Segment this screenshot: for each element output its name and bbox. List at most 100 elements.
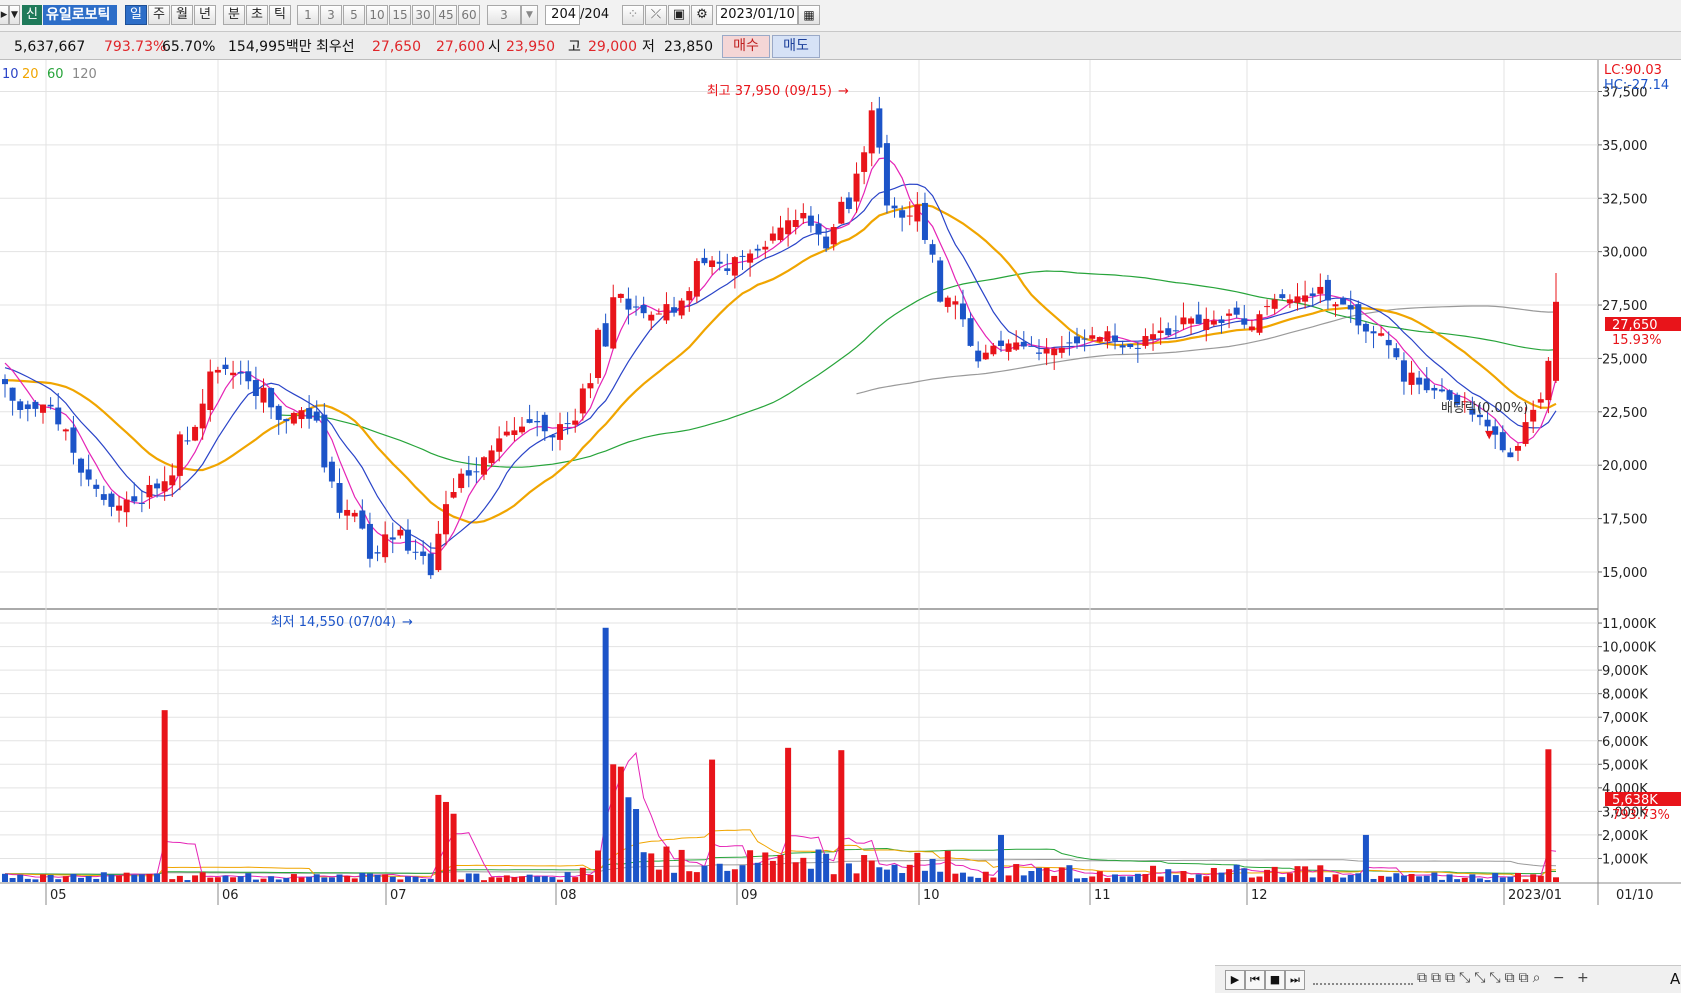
- volume-tick-label: 9,000K: [1602, 664, 1648, 679]
- volume-value: 5,637,667: [14, 39, 86, 55]
- count-dropdown-icon[interactable]: ▼: [521, 5, 538, 25]
- candle-body: [116, 505, 123, 511]
- legend-ma120: 120: [72, 67, 97, 82]
- fast-forward-icon[interactable]: ⏭: [1285, 970, 1305, 990]
- tab-tick[interactable]: 틱: [269, 5, 291, 25]
- tab-year[interactable]: 년: [194, 5, 216, 25]
- tab-second[interactable]: 초: [246, 5, 268, 25]
- dropdown-icon[interactable]: ▼: [9, 5, 20, 25]
- candle-body: [351, 512, 358, 517]
- volume-bar: [359, 872, 366, 882]
- candle-body: [1188, 318, 1195, 324]
- settings-gear-icon[interactable]: ⚙: [691, 5, 713, 25]
- volume-bar: [313, 874, 320, 882]
- month-label: 12: [1251, 888, 1268, 903]
- candle-body: [807, 215, 814, 226]
- candle-body: [541, 414, 548, 432]
- save-icon[interactable]: ▣: [668, 5, 690, 25]
- candle-body: [1309, 293, 1316, 296]
- minute-3-button[interactable]: 3: [320, 5, 342, 25]
- scroll-slider[interactable]: [1313, 975, 1413, 985]
- candle-body: [389, 537, 396, 540]
- minute-10-button[interactable]: 10: [366, 5, 388, 25]
- candle-body: [845, 197, 852, 209]
- count-input[interactable]: 3: [487, 5, 521, 25]
- play-icon[interactable]: ▶: [1225, 970, 1245, 990]
- calendar-icon[interactable]: ▦: [798, 5, 820, 25]
- candle-body: [800, 212, 807, 219]
- candle-body: [1446, 390, 1453, 400]
- tab-month[interactable]: 월: [171, 5, 193, 25]
- volume-bar: [724, 870, 731, 882]
- minute-45-button[interactable]: 45: [435, 5, 457, 25]
- volume-bar: [1438, 879, 1445, 882]
- candle-body: [686, 291, 693, 301]
- tab-minute[interactable]: 분: [223, 5, 245, 25]
- candle-body: [1484, 419, 1491, 427]
- volume-bar: [671, 872, 678, 882]
- volume-bar: [1036, 867, 1042, 882]
- range-input[interactable]: 204: [545, 5, 580, 25]
- current-price-tag: [1605, 317, 1681, 331]
- volume-bar: [1484, 880, 1491, 882]
- volume-bar: [47, 874, 54, 882]
- price-tick-label: 27,500: [1602, 299, 1648, 314]
- volume-tick-label: 7,000K: [1602, 711, 1648, 726]
- candle-body: [184, 440, 191, 442]
- volume-bar: [807, 868, 814, 882]
- price-tick-label: 22,500: [1602, 406, 1648, 421]
- candle-body: [899, 210, 906, 218]
- volume-bar: [465, 873, 472, 882]
- minute-1-button[interactable]: 1: [297, 5, 319, 25]
- compare-icon[interactable]: ⤫: [645, 5, 667, 25]
- volume-bar: [207, 877, 214, 882]
- tab-week[interactable]: 주: [148, 5, 170, 25]
- volume-bar: [55, 879, 62, 882]
- ma20-line: [4, 203, 1557, 524]
- volume-bar: [108, 874, 115, 882]
- candle-body: [663, 304, 670, 321]
- volume-bar: [655, 869, 662, 882]
- price-tick-label: 32,500: [1602, 192, 1648, 207]
- price-tick-label: 30,000: [1602, 246, 1648, 261]
- minute-60-button[interactable]: 60: [458, 5, 480, 25]
- candle-body: [1553, 301, 1559, 381]
- candle-body: [1302, 295, 1309, 302]
- volume-bar: [1051, 875, 1058, 882]
- candle-body: [237, 372, 244, 374]
- candle-body: [891, 205, 898, 209]
- volume-bar: [899, 873, 906, 882]
- volume-bar: [336, 874, 343, 882]
- rewind-icon[interactable]: ⏮: [1245, 970, 1265, 990]
- stop-icon[interactable]: ■: [1265, 970, 1285, 990]
- candlesticks: [2, 96, 1559, 579]
- candle-body: [815, 223, 822, 235]
- price-tick-label: 37,500: [1602, 85, 1648, 100]
- current-volume-tag: [1605, 792, 1681, 806]
- volume-tick-label: 6,000K: [1602, 735, 1648, 750]
- minute-5-button[interactable]: 5: [343, 5, 365, 25]
- text-tool-icon[interactable]: A: [1670, 970, 1681, 988]
- volume-bar: [1454, 879, 1461, 882]
- tool-icons[interactable]: ⧉⧉⧉⤡⤡⤡⧉⧉⌕ − +: [1417, 970, 1593, 986]
- candle-body: [1537, 399, 1544, 403]
- menu-arrow-icon[interactable]: ▸: [0, 5, 9, 25]
- volume-bar: [731, 869, 738, 882]
- annotations: 최고 37,950 (09/15) → 최저 14,550 (07/04) → …: [271, 84, 1529, 630]
- minute-15-button[interactable]: 15: [389, 5, 411, 25]
- buy-button[interactable]: 매수: [722, 35, 770, 58]
- volume-bar: [937, 871, 944, 882]
- volume-bar: [488, 877, 495, 882]
- volume-bar: [24, 878, 31, 882]
- candle-body: [701, 257, 708, 264]
- candle-body: [557, 424, 564, 440]
- pattern-icon[interactable]: ⁘: [622, 5, 644, 25]
- tab-day[interactable]: 일: [125, 5, 147, 25]
- date-input[interactable]: 2023/01/10: [716, 5, 798, 25]
- minute-30-button[interactable]: 30: [412, 5, 434, 25]
- sell-button[interactable]: 매도: [772, 35, 820, 58]
- candle-body: [496, 438, 503, 452]
- volume-bar: [967, 876, 974, 882]
- stock-name[interactable]: 유일로보틱: [43, 5, 117, 25]
- volume-bar: [617, 766, 624, 882]
